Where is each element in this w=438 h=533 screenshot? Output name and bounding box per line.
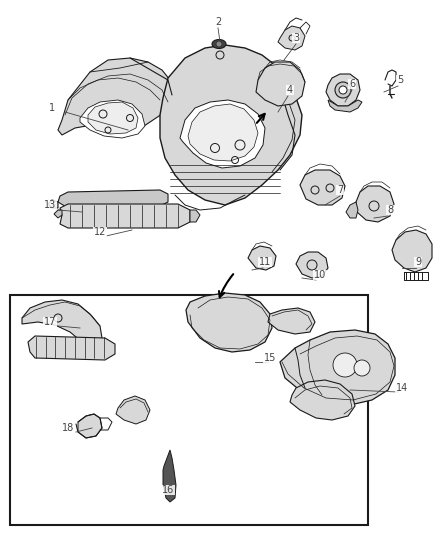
- Bar: [10, 295, 368, 525]
- Polygon shape: [392, 230, 432, 272]
- Ellipse shape: [212, 39, 226, 49]
- Text: 13: 13: [44, 200, 56, 210]
- Text: 8: 8: [387, 205, 393, 215]
- Polygon shape: [58, 190, 168, 208]
- Polygon shape: [268, 308, 315, 334]
- Polygon shape: [278, 26, 305, 50]
- Polygon shape: [80, 100, 145, 138]
- Polygon shape: [300, 170, 345, 205]
- Polygon shape: [48, 200, 58, 208]
- Polygon shape: [326, 74, 360, 106]
- Polygon shape: [346, 202, 358, 218]
- Text: 7: 7: [337, 185, 343, 195]
- Polygon shape: [163, 450, 176, 502]
- Circle shape: [339, 86, 347, 94]
- Polygon shape: [160, 45, 302, 205]
- Polygon shape: [256, 62, 305, 106]
- Text: 9: 9: [415, 257, 421, 267]
- Text: 2: 2: [215, 17, 221, 27]
- Text: 10: 10: [314, 270, 326, 280]
- Polygon shape: [54, 210, 62, 218]
- Polygon shape: [280, 330, 395, 405]
- Polygon shape: [58, 58, 172, 135]
- Text: 11: 11: [259, 257, 271, 267]
- Polygon shape: [28, 336, 115, 360]
- Polygon shape: [88, 102, 138, 134]
- Polygon shape: [188, 104, 258, 161]
- Polygon shape: [190, 210, 200, 222]
- Polygon shape: [180, 100, 265, 168]
- Text: 6: 6: [349, 79, 355, 89]
- Text: 18: 18: [62, 423, 74, 433]
- Text: 12: 12: [94, 227, 106, 237]
- Text: 16: 16: [162, 485, 174, 495]
- Circle shape: [354, 360, 370, 376]
- Polygon shape: [248, 246, 276, 270]
- Text: 5: 5: [397, 75, 403, 85]
- Polygon shape: [116, 396, 150, 424]
- Circle shape: [335, 82, 351, 98]
- Text: 17: 17: [44, 317, 56, 327]
- Polygon shape: [296, 252, 328, 278]
- Text: 4: 4: [287, 85, 293, 95]
- Polygon shape: [78, 414, 102, 438]
- Circle shape: [216, 41, 222, 47]
- Polygon shape: [22, 300, 102, 345]
- Circle shape: [333, 353, 357, 377]
- Polygon shape: [356, 186, 394, 222]
- Polygon shape: [290, 380, 355, 420]
- Text: 1: 1: [49, 103, 55, 113]
- Polygon shape: [60, 204, 190, 228]
- Polygon shape: [186, 293, 272, 352]
- Polygon shape: [328, 100, 362, 112]
- Text: 14: 14: [396, 383, 408, 393]
- Text: 3: 3: [293, 33, 299, 43]
- Text: 15: 15: [264, 353, 276, 363]
